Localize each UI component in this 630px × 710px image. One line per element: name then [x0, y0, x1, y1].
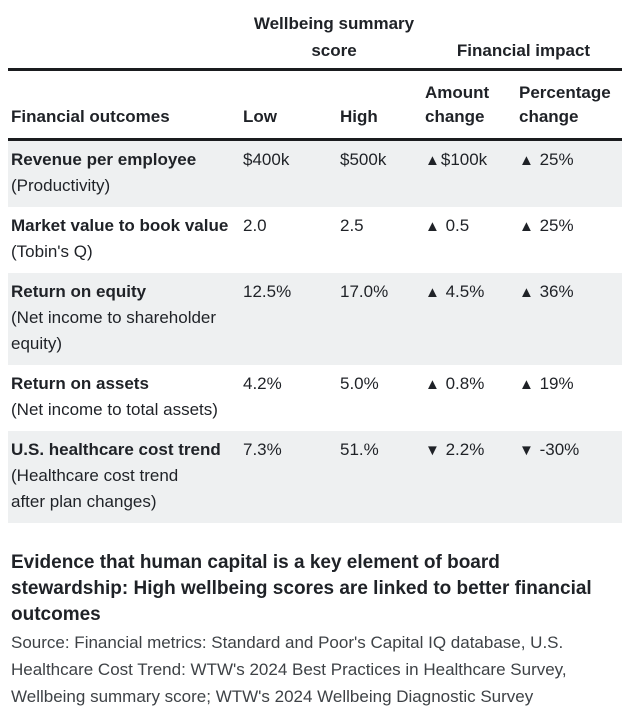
cell-low: 12.5% [243, 282, 292, 301]
column-header-low: Low [243, 107, 277, 126]
row-title: Return on equity [11, 282, 147, 301]
table-row: U.S. healthcare cost trend (Healthcare c… [8, 431, 622, 523]
cell-percentage-change: ▲ 19% [519, 371, 622, 423]
table-row: Market value to book value (Tobin's Q) 2… [8, 207, 622, 273]
cell-low: 7.3% [243, 440, 282, 459]
cell-percentage-change: ▲ 25% [519, 213, 622, 265]
row-label: U.S. healthcare cost trend (Healthcare c… [8, 437, 243, 515]
percentage-change-value: 25% [534, 150, 574, 169]
cell-percentage-change: ▲ 25% [519, 147, 622, 199]
down-triangle-icon: ▼ [425, 442, 441, 459]
row-label: Revenue per employee (Productivity) [8, 147, 243, 199]
percentage-change-value: 36% [534, 282, 574, 301]
cell-high: 17.0% [340, 282, 389, 301]
column-header-outcomes: Financial outcomes [11, 107, 170, 126]
cell-high: 51.% [340, 440, 379, 459]
amount-change-value: 0.8% [440, 374, 485, 393]
row-label: Return on assets (Net income to total as… [8, 371, 243, 423]
column-header-high: High [340, 107, 378, 126]
up-triangle-icon: ▲ [425, 152, 441, 169]
cell-amount-change: ▲ 0.5 [425, 213, 519, 265]
row-subtitle: (Productivity) [11, 176, 111, 195]
cell-low: 2.0 [243, 216, 267, 235]
up-triangle-icon: ▲ [519, 218, 535, 235]
header-rule-bottom [8, 138, 622, 141]
cell-amount-change: ▲ 0.8% [425, 371, 519, 423]
row-subtitle: (Net income to shareholder equity) [11, 308, 217, 353]
up-triangle-icon: ▲ [425, 218, 441, 235]
table-column-header-row: Financial outcomes Low High Amount chang… [8, 71, 622, 138]
cell-low: $400k [243, 150, 290, 169]
up-triangle-icon: ▲ [519, 152, 535, 169]
row-title: Return on assets [11, 374, 149, 393]
down-triangle-icon: ▼ [519, 442, 535, 459]
cell-percentage-change: ▼ -30% [519, 437, 622, 515]
column-header-amount-change: Amount change [425, 83, 490, 126]
row-title: Revenue per employee [11, 150, 197, 169]
row-title: U.S. healthcare cost trend [11, 440, 221, 459]
cell-amount-change: ▲ 4.5% [425, 279, 519, 357]
up-triangle-icon: ▲ [425, 376, 441, 393]
group-header-financial-impact: Financial impact [456, 41, 591, 60]
row-subtitle: (Healthcare cost trend after plan change… [11, 466, 179, 511]
cell-amount-change: ▲$100k [425, 147, 519, 199]
percentage-change-value: 25% [534, 216, 574, 235]
cell-percentage-change: ▲ 36% [519, 279, 622, 357]
header-rule-top [8, 68, 622, 71]
table-row: Return on assets (Net income to total as… [8, 365, 622, 431]
table-row: Revenue per employee (Productivity) $400… [8, 141, 622, 207]
row-subtitle: (Tobin's Q) [11, 242, 93, 261]
row-subtitle: (Net income to total assets) [11, 400, 218, 419]
cell-high: 5.0% [340, 374, 379, 393]
column-header-percentage-change: Percentage change [519, 83, 611, 126]
figure-caption: Evidence that human capital is a key ele… [11, 552, 592, 625]
amount-change-value: 0.5 [440, 216, 470, 235]
row-label: Return on equity (Net income to sharehol… [8, 279, 243, 357]
cell-low: 4.2% [243, 374, 282, 393]
percentage-change-value: 19% [534, 374, 574, 393]
up-triangle-icon: ▲ [425, 284, 441, 301]
table-row: Return on equity (Net income to sharehol… [8, 273, 622, 365]
row-title: Market value to book value [11, 216, 229, 235]
up-triangle-icon: ▲ [519, 376, 535, 393]
amount-change-value: $100k [440, 150, 488, 169]
group-header-wellbeing: Wellbeing summary score [253, 14, 415, 60]
table-group-header-row: Wellbeing summary score Financial impact [8, 10, 622, 68]
cell-high: 2.5 [340, 216, 364, 235]
cell-high: $500k [340, 150, 387, 169]
figure-source: Source: Financial metrics: Standard and … [11, 633, 567, 706]
row-label: Market value to book value (Tobin's Q) [8, 213, 243, 265]
amount-change-value: 4.5% [440, 282, 485, 301]
amount-change-value: 2.2% [440, 440, 485, 459]
up-triangle-icon: ▲ [519, 284, 535, 301]
cell-amount-change: ▼ 2.2% [425, 437, 519, 515]
percentage-change-value: -30% [534, 440, 580, 459]
